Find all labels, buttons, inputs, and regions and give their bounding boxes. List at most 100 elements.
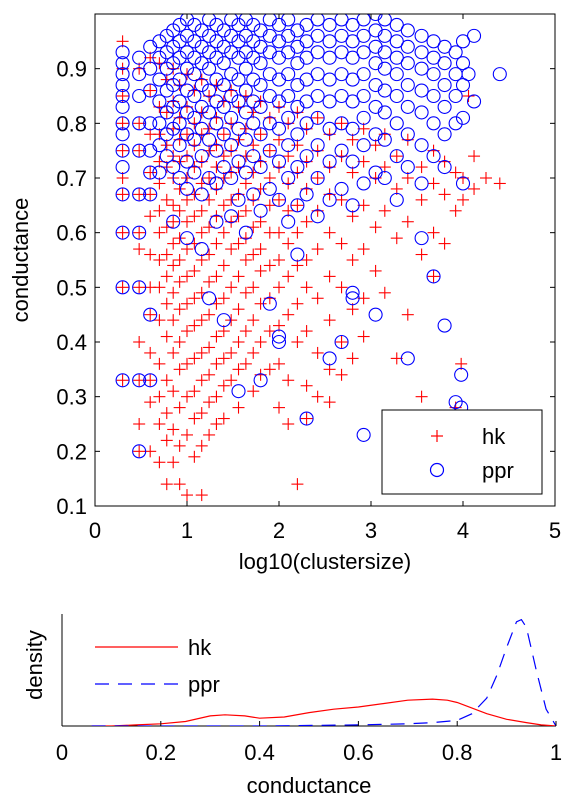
hk-point	[493, 177, 506, 190]
hk-point	[390, 150, 403, 163]
ppr-point	[466, 94, 482, 109]
ppr-point	[299, 149, 314, 164]
hk-point	[167, 215, 180, 228]
hk-point	[116, 144, 129, 157]
hk-point	[210, 161, 223, 174]
ppr-point	[322, 17, 337, 32]
x-tick-label: 0.4	[244, 740, 275, 765]
ppr-point	[299, 94, 314, 109]
ppr-point	[281, 214, 296, 229]
hk-point	[291, 297, 304, 310]
ppr-point	[426, 34, 441, 49]
hk-point	[273, 357, 285, 370]
ppr-point	[224, 67, 239, 82]
ppr-point	[262, 296, 277, 311]
hk-point	[480, 172, 492, 184]
x-tick-label: 1	[181, 518, 193, 543]
scatter-x-axis-label: log10(clustersize)	[239, 549, 411, 574]
ppr-point	[377, 45, 392, 60]
hk-point	[378, 286, 391, 299]
ppr-point	[356, 427, 371, 442]
ppr-point	[455, 110, 471, 125]
ppr-point	[290, 160, 305, 175]
legend-hk-label: hk	[482, 424, 506, 449]
ppr-point	[414, 105, 429, 120]
ppr-point	[253, 160, 268, 175]
hk-point	[173, 363, 186, 376]
ppr-point	[224, 14, 239, 27]
ppr-point	[246, 17, 261, 32]
ppr-point	[334, 181, 349, 196]
ppr-point	[334, 88, 349, 104]
hk-point	[173, 439, 186, 452]
ppr-point	[238, 61, 253, 76]
hk-point	[282, 418, 295, 430]
ppr-point	[389, 34, 404, 49]
ppr-point	[143, 373, 158, 388]
ppr-point	[132, 444, 147, 459]
ppr-point	[216, 313, 231, 328]
hk-point	[254, 128, 267, 141]
ppr-point	[172, 72, 187, 87]
hk-point	[144, 396, 157, 409]
hk-point	[311, 172, 324, 184]
ppr-point	[152, 165, 167, 180]
hk-point	[323, 314, 336, 327]
ppr-point	[224, 110, 239, 125]
hk-point	[160, 193, 173, 206]
ppr-point	[194, 187, 209, 202]
hk-point	[378, 204, 391, 217]
ppr-point	[299, 17, 314, 32]
ppr-point	[461, 67, 476, 82]
y-tick-label: 0.2	[56, 439, 87, 464]
hk-point	[232, 363, 245, 376]
hk-point	[116, 374, 129, 387]
ppr-point	[246, 149, 261, 164]
x-tick-label: 0	[89, 518, 101, 543]
ppr-point	[132, 225, 147, 240]
hk-point	[160, 407, 173, 420]
hk-point	[346, 254, 359, 266]
hk-point	[300, 281, 313, 294]
hk-point	[282, 308, 295, 321]
ppr-point	[115, 187, 130, 202]
ppr-point	[179, 83, 195, 98]
ppr-point	[334, 334, 349, 350]
ppr-point	[345, 17, 360, 32]
ppr-point	[179, 231, 195, 246]
ppr-point	[231, 34, 246, 49]
ppr-point	[389, 116, 404, 131]
ppr-point	[216, 127, 231, 142]
ppr-point	[172, 94, 187, 109]
hk-point	[173, 204, 186, 217]
x-tick-label: 4	[457, 518, 469, 543]
hk-point	[188, 385, 201, 398]
ppr-point	[426, 50, 441, 65]
ppr-point	[202, 105, 217, 120]
hk-point	[247, 385, 260, 398]
ppr-point	[115, 116, 130, 131]
ppr-point	[194, 56, 209, 71]
y-tick-label: 0.4	[56, 330, 87, 355]
ppr-point	[414, 61, 429, 76]
hk-point	[153, 456, 166, 469]
ppr-point	[238, 165, 253, 180]
ppr-point	[389, 149, 404, 164]
ppr-point	[400, 160, 415, 175]
ppr-point	[238, 132, 253, 147]
hk-point	[282, 237, 295, 250]
ppr-point	[166, 214, 181, 229]
hk-point	[323, 270, 336, 283]
ppr-point	[253, 127, 268, 142]
ppr-point	[238, 105, 253, 120]
ppr-point	[281, 110, 296, 125]
ppr-point	[115, 280, 130, 295]
ppr-point	[246, 72, 261, 87]
hk-point	[210, 418, 223, 430]
ppr-point	[246, 34, 261, 49]
density-y-axis-label: density	[22, 630, 47, 700]
hk-point	[160, 270, 173, 283]
ppr-point	[377, 28, 392, 43]
hk-point	[195, 204, 208, 217]
hk-point	[217, 292, 230, 305]
